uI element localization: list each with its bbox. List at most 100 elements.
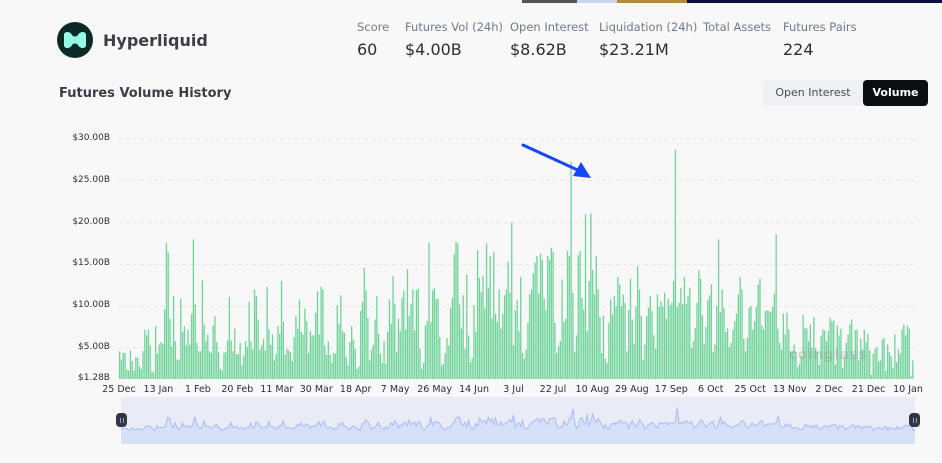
- volume-bar[interactable]: [588, 281, 590, 379]
- volume-bar[interactable]: [489, 255, 491, 379]
- volume-bar[interactable]: [665, 318, 668, 379]
- volume-bar[interactable]: [910, 376, 912, 379]
- volume-bar[interactable]: [545, 310, 547, 379]
- volume-bar[interactable]: [358, 366, 360, 379]
- volume-bar[interactable]: [858, 360, 860, 379]
- volume-bar[interactable]: [870, 374, 873, 379]
- volume-bar[interactable]: [694, 327, 696, 379]
- volume-bar[interactable]: [205, 341, 207, 379]
- volume-bar[interactable]: [743, 338, 745, 379]
- volume-bar[interactable]: [279, 333, 281, 379]
- volume-bar[interactable]: [509, 292, 511, 379]
- volume-bar[interactable]: [302, 334, 304, 379]
- volume-bar[interactable]: [831, 321, 833, 379]
- volume-bar[interactable]: [820, 336, 822, 379]
- volume-bar[interactable]: [865, 342, 867, 379]
- volume-bar[interactable]: [127, 370, 130, 379]
- volume-bar[interactable]: [428, 242, 430, 379]
- volume-bar[interactable]: [680, 287, 682, 379]
- volume-bar[interactable]: [584, 214, 587, 379]
- volume-bar[interactable]: [295, 316, 297, 379]
- volume-bar[interactable]: [316, 291, 319, 379]
- volume-bar[interactable]: [602, 315, 605, 379]
- volume-bar[interactable]: [225, 352, 227, 379]
- volume-bar[interactable]: [165, 242, 168, 379]
- volume-bar[interactable]: [539, 253, 542, 379]
- volume-bar[interactable]: [181, 332, 184, 379]
- volume-bar[interactable]: [748, 307, 750, 379]
- volume-bar[interactable]: [120, 359, 123, 379]
- volume-bar[interactable]: [383, 341, 385, 379]
- volume-bar[interactable]: [572, 292, 574, 379]
- volume-bar[interactable]: [136, 357, 139, 379]
- volume-bar[interactable]: [750, 306, 752, 379]
- volume-bar[interactable]: [712, 352, 714, 379]
- volume-bar[interactable]: [647, 307, 650, 379]
- volume-bar[interactable]: [662, 306, 664, 379]
- volume-bar[interactable]: [775, 234, 777, 379]
- volume-bar[interactable]: [556, 352, 558, 379]
- volume-bar[interactable]: [816, 352, 819, 379]
- volume-bar[interactable]: [237, 353, 240, 379]
- volume-bar[interactable]: [246, 347, 248, 379]
- volume-bar[interactable]: [458, 304, 461, 379]
- volume-bar[interactable]: [842, 367, 844, 379]
- volume-bar[interactable]: [378, 333, 380, 379]
- volume-bar[interactable]: [144, 329, 146, 379]
- volume-bar[interactable]: [554, 322, 556, 379]
- volume-bar[interactable]: [453, 254, 455, 379]
- volume-bar[interactable]: [404, 329, 407, 379]
- volume-bar[interactable]: [719, 311, 722, 379]
- volume-bar[interactable]: [129, 350, 132, 379]
- volume-bar[interactable]: [764, 311, 767, 379]
- volume-bar[interactable]: [466, 274, 468, 379]
- volume-bar[interactable]: [653, 335, 655, 379]
- volume-bar[interactable]: [336, 305, 338, 379]
- volume-bar[interactable]: [171, 346, 173, 379]
- volume-bar[interactable]: [881, 339, 883, 379]
- volume-bar[interactable]: [288, 350, 290, 379]
- volume-bar[interactable]: [151, 371, 153, 379]
- volume-bar[interactable]: [435, 299, 437, 379]
- volume-bar[interactable]: [773, 293, 776, 379]
- volume-bar[interactable]: [735, 313, 738, 379]
- volume-bar[interactable]: [784, 334, 786, 379]
- volume-bar[interactable]: [320, 286, 322, 379]
- navigator-left-handle[interactable]: [116, 413, 127, 427]
- volume-bar[interactable]: [467, 335, 470, 379]
- volume-bar[interactable]: [273, 360, 275, 379]
- volume-bar[interactable]: [426, 321, 428, 379]
- volume-bar[interactable]: [507, 261, 509, 379]
- volume-bar[interactable]: [324, 345, 326, 379]
- volume-bar[interactable]: [351, 326, 353, 379]
- volume-bar[interactable]: [261, 345, 263, 379]
- volume-bar[interactable]: [777, 328, 779, 379]
- volume-bar[interactable]: [457, 243, 459, 379]
- volume-bar[interactable]: [685, 303, 687, 379]
- volume-bar[interactable]: [617, 276, 619, 379]
- volume-bar[interactable]: [331, 362, 333, 379]
- volume-bar[interactable]: [847, 334, 849, 379]
- volume-bar[interactable]: [692, 341, 695, 379]
- volume-bar[interactable]: [361, 301, 364, 379]
- volume-bar[interactable]: [270, 344, 272, 379]
- volume-bar[interactable]: [717, 239, 720, 379]
- volume-bar[interactable]: [518, 331, 520, 379]
- volume-bar[interactable]: [611, 314, 614, 379]
- navigator-right-handle[interactable]: [909, 413, 920, 427]
- volume-bar[interactable]: [651, 311, 653, 379]
- volume-bar[interactable]: [356, 368, 358, 379]
- volume-bar[interactable]: [208, 351, 211, 379]
- volume-bar[interactable]: [192, 239, 195, 379]
- volume-bar[interactable]: [885, 370, 887, 379]
- volume-bar[interactable]: [392, 276, 394, 379]
- volume-bar[interactable]: [897, 349, 900, 379]
- volume-bar[interactable]: [484, 308, 486, 379]
- volume-bar[interactable]: [523, 358, 525, 379]
- volume-bar[interactable]: [813, 316, 815, 379]
- volume-bar[interactable]: [244, 341, 247, 379]
- volume-bar[interactable]: [311, 335, 313, 379]
- volume-bar[interactable]: [568, 255, 570, 379]
- volume-bar[interactable]: [365, 290, 367, 379]
- volume-bar[interactable]: [424, 325, 427, 379]
